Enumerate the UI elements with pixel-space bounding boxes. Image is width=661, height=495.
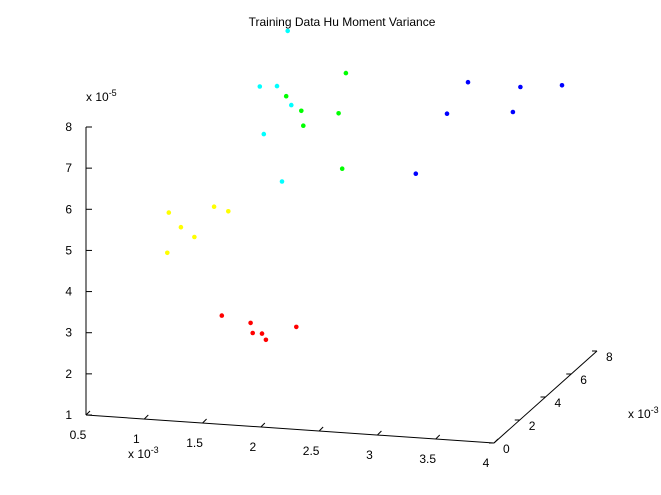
x-tick-mark [143,414,149,420]
z-tick-label: 2 [65,367,72,381]
x-tick-mark [202,418,207,424]
axes [85,127,598,444]
z-tick-label: 5 [65,243,72,257]
data-point [465,79,471,85]
x-tick-mark [435,434,441,440]
data-point [274,83,280,89]
data-point [211,204,217,209]
x-tick-label: 1 [133,432,140,446]
z-tick-label: 7 [65,161,72,175]
x-tick-mark [318,426,324,432]
z-multiplier-exponent: -5 [109,88,117,98]
z-ticks: 1 2 3 4 5 6 7 8 [65,120,92,422]
x-tick-mark [493,438,499,444]
x-multiplier-exponent: -3 [151,445,159,455]
y-tick-label: 6 [580,373,587,387]
x-ticks: 0.5 1 1.5 2 2.5 3 3.5 4 [70,410,499,470]
x-multiplier-label: x 10-3 [128,445,159,461]
y-tick-label: 0 [503,442,510,456]
data-point [257,84,263,89]
data-point [166,210,172,215]
data-point [444,111,450,116]
z-multiplier-base: x 10 [86,90,109,104]
x-tick-mark [85,410,91,416]
data-point [283,93,289,99]
data-point [413,171,419,176]
x-tick-label: 3 [366,448,373,462]
z-tick-label: 8 [65,120,72,134]
data-point [279,179,285,184]
y-tick-label: 8 [606,350,613,364]
x-tick-mark [260,422,266,428]
data-point [343,70,349,76]
data-point [299,108,304,114]
data-point [294,324,299,330]
y-tick-label: 4 [555,396,562,410]
x-tick-label: 4 [483,456,490,470]
data-point [559,83,565,88]
data-points [165,28,565,343]
data-point [226,209,231,214]
data-point [339,166,345,171]
x-tick-label: 1.5 [186,436,203,450]
z-multiplier-label: x 10-5 [86,88,117,104]
x-tick-label: 2 [250,440,257,454]
z-tick-label: 3 [65,326,72,340]
data-point [261,131,267,137]
x-tick-label: 2.5 [303,444,320,458]
x-multiplier-base: x 10 [128,447,151,461]
data-point [248,320,253,326]
z-tick-label: 1 [65,408,72,422]
data-point [178,224,184,230]
y-tick-label: 2 [529,419,536,433]
chart-title: Training Data Hu Moment Variance [249,15,436,29]
data-point [219,313,225,318]
data-point [192,234,197,240]
z-tick-label: 6 [65,202,72,216]
data-point [336,111,341,116]
y-ticks: 0 2 4 6 8 [489,350,613,456]
data-point [510,109,516,115]
x-tick-label: 0.5 [70,428,87,442]
x-axis-line [85,414,495,444]
y-multiplier-base: x 10 [628,407,651,421]
y-multiplier-label: x 10-3 [628,405,659,421]
data-point [259,331,265,336]
z-tick-label: 4 [65,285,72,299]
data-point [263,337,269,343]
data-point [518,84,523,90]
data-point [301,123,306,128]
data-point [250,330,255,336]
data-point [289,102,294,108]
data-point [165,250,170,256]
x-tick-mark [377,430,382,436]
y-multiplier-exponent: -3 [651,405,659,415]
x-tick-label: 3.5 [419,452,436,466]
data-point [285,28,291,34]
